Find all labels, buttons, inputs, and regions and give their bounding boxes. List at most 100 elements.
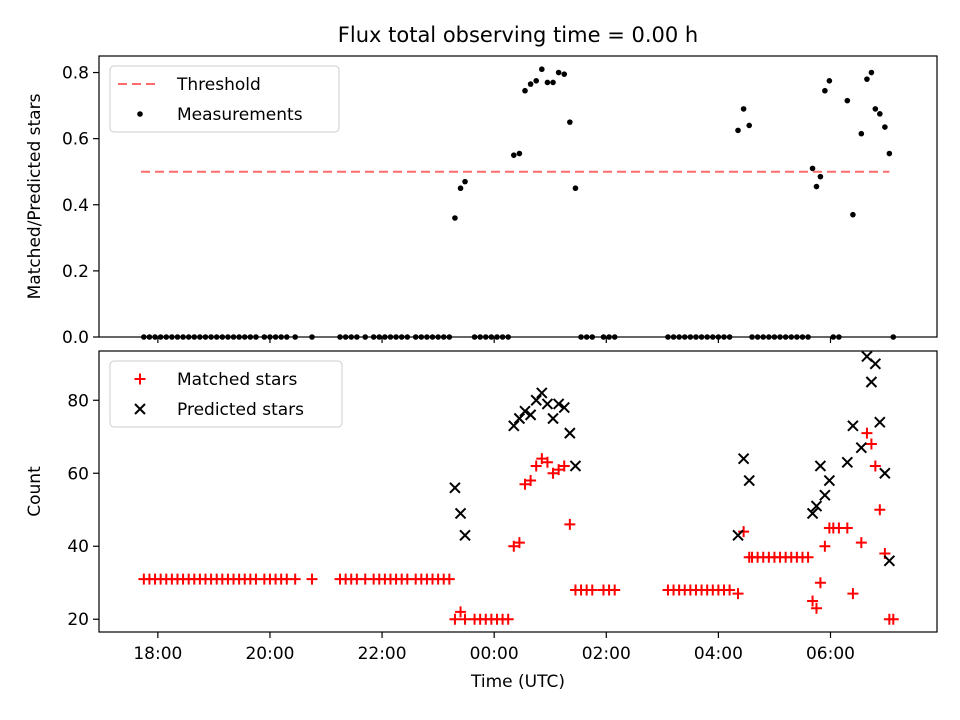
matched-star-point — [541, 456, 553, 468]
measurement-point — [665, 334, 671, 340]
measurement-point — [309, 334, 315, 340]
y-tick-label: 0.2 — [62, 262, 89, 282]
predicted-star-point — [806, 507, 819, 520]
matched-star-point — [869, 460, 881, 472]
matched-star-point — [564, 518, 576, 530]
measurement-point — [225, 334, 231, 340]
matched-star-point — [536, 453, 548, 465]
matched-star-point — [525, 475, 537, 487]
measurement-point — [208, 334, 214, 340]
y-tick-label: 80 — [67, 391, 89, 411]
legend-label: Measurements — [177, 105, 303, 125]
measurement-point — [533, 77, 540, 84]
measurement-point — [213, 334, 220, 340]
measurement-point — [805, 334, 811, 340]
measurement-point — [890, 334, 897, 340]
legend-label: Threshold — [176, 75, 261, 95]
measurement-point — [726, 334, 733, 340]
measurement-point — [681, 334, 688, 340]
measurement-point — [278, 334, 284, 340]
measurement-point — [429, 334, 436, 340]
measurement-point — [180, 334, 186, 340]
measurement-point — [698, 334, 705, 340]
measurement-point — [337, 334, 343, 340]
measurement-point — [788, 334, 795, 340]
measurement-point — [794, 334, 800, 340]
measurement-point — [241, 334, 248, 340]
matched-star-point — [519, 478, 531, 490]
matched-star-point — [455, 606, 467, 618]
measurement-point — [799, 334, 806, 340]
predicted-star-point — [541, 398, 554, 410]
measurement-point — [777, 334, 783, 340]
predicted-star-point — [558, 401, 570, 414]
measurement-point — [670, 334, 677, 340]
measurement-point — [398, 334, 405, 340]
measurement-point — [488, 334, 495, 340]
predicted-star-point — [547, 412, 559, 425]
measurement-point — [452, 215, 458, 221]
measurement-point — [836, 334, 842, 340]
matched-star-point — [814, 577, 826, 589]
plot-frame — [98, 350, 938, 633]
matched-star-point — [738, 526, 750, 538]
measurement-point — [555, 69, 562, 76]
measurement-point — [462, 178, 468, 185]
measurement-point — [567, 119, 573, 125]
matched-star-point — [874, 504, 886, 516]
predicted-star-point — [819, 489, 831, 501]
legend-label: Predicted stars — [177, 400, 304, 420]
predicted-star-point — [564, 427, 576, 439]
measurement-point — [572, 185, 579, 192]
legend-measurement-swatch — [137, 111, 143, 117]
matched-star-point — [553, 464, 565, 476]
plot-frame — [98, 55, 938, 338]
measurement-point — [611, 334, 618, 340]
x-tick-label: 00:00 — [470, 644, 519, 664]
predicted-star-point — [814, 460, 827, 472]
measurement-point — [721, 334, 727, 340]
series-matched-stars — [138, 427, 899, 625]
chart-title: Flux total observing time = 0.00 h — [338, 23, 698, 47]
measurement-point — [499, 334, 506, 340]
measurement-point — [771, 334, 778, 340]
measurement-point — [583, 334, 590, 340]
x-axis-label: Time (UTC) — [470, 672, 565, 692]
predicted-star-point — [865, 376, 878, 388]
measurement-point — [146, 334, 153, 340]
measurement-point — [152, 334, 158, 340]
measurement-point — [230, 334, 237, 340]
measurement-point — [202, 334, 209, 340]
measurement-point — [163, 334, 170, 340]
measurement-point — [362, 334, 369, 340]
measurement-point — [539, 66, 545, 73]
measurement-point — [882, 124, 888, 130]
matched-star-point — [732, 588, 744, 600]
y-tick-label: 0.8 — [62, 64, 89, 84]
x-tick-label: 22:00 — [358, 644, 407, 664]
measurement-point — [606, 334, 612, 340]
measurement-point — [272, 334, 279, 340]
x-tick-label: 06:00 — [806, 644, 855, 664]
measurement-point — [766, 334, 772, 340]
predicted-star-point — [459, 529, 471, 541]
measurement-point — [191, 334, 198, 340]
matched-star-point — [449, 613, 461, 625]
measurement-point — [676, 334, 682, 340]
matched-star-point — [819, 540, 831, 552]
matched-star-point — [306, 573, 318, 585]
y-tick-label: 0.0 — [62, 328, 89, 348]
series-measurements — [141, 66, 897, 340]
predicted-star-point — [847, 420, 859, 432]
matched-star-point — [807, 595, 819, 607]
predicted-star-point — [524, 409, 537, 421]
matched-star-point — [865, 438, 877, 450]
measurement-point — [482, 334, 489, 340]
y-axis-label: Matched/Predicted stars — [25, 93, 45, 299]
predicted-star-point — [552, 398, 565, 410]
x-tick-label: 04:00 — [694, 644, 743, 664]
measurement-point — [704, 334, 710, 340]
measurement-point — [440, 334, 447, 340]
measurement-point — [471, 334, 478, 340]
measurement-point — [157, 334, 164, 340]
